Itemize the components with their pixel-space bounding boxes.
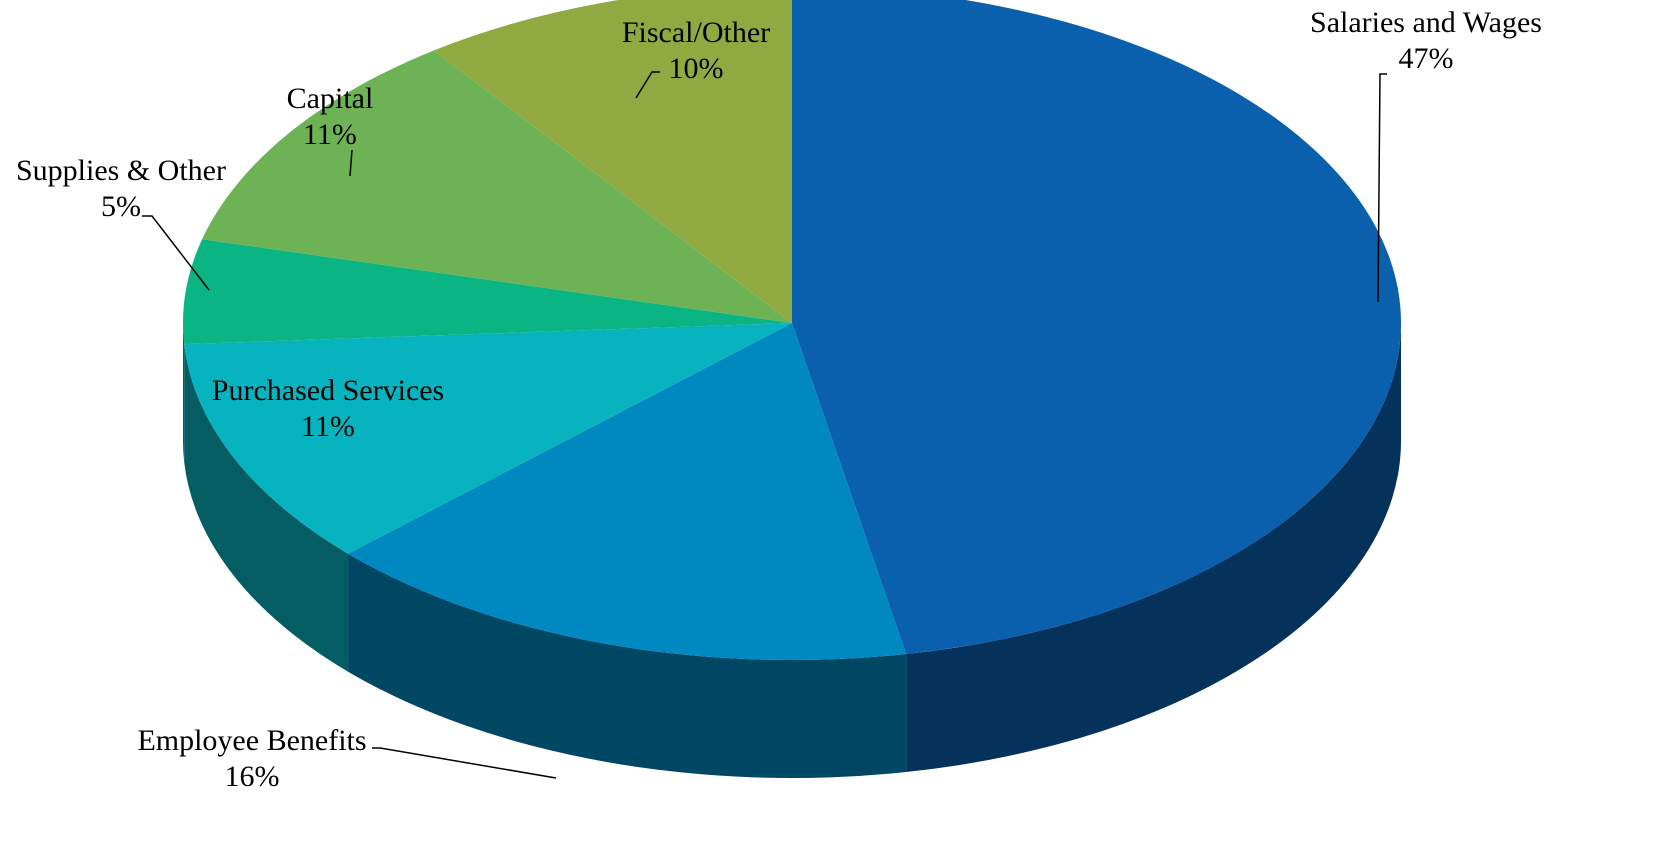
- label-supplies-other-value: 5%: [101, 190, 141, 223]
- leader-line-fiscal-other: [635, 71, 660, 99]
- pie-slice-supplies-other: [183, 239, 793, 345]
- label-employee-benefits-name: Employee Benefits: [137, 724, 366, 757]
- leader-lines: [142, 71, 1387, 779]
- pie-slice-salaries-and-wages: [792, 0, 1401, 655]
- pie-side-purchased-services: [184, 344, 349, 672]
- pie-sides: [183, 323, 1401, 778]
- pie-side-supplies-other: [183, 323, 185, 463]
- label-fiscal-other-name: Fiscal/Other: [622, 16, 770, 49]
- leader-line-capital: [349, 149, 353, 177]
- leader-line-supplies-other: [142, 215, 210, 291]
- label-salaries-and-wages-value: 47%: [1399, 42, 1454, 75]
- pie-side-employee-benefits: [348, 553, 907, 778]
- pie-slice-purchased-services: [184, 323, 792, 554]
- leader-line-salaries-and-wages: [1377, 73, 1387, 303]
- pie-slice-employee-benefits: [348, 323, 907, 660]
- pie-slice-capital: [202, 50, 792, 324]
- pie-tops: [183, 0, 1401, 660]
- label-supplies-other-name: Supplies & Other: [16, 154, 226, 187]
- label-employee-benefits-value: 16%: [225, 760, 280, 793]
- label-purchased-services-name: Purchased Services: [212, 374, 444, 407]
- pie-slice-fiscal-other: [434, 0, 792, 323]
- label-capital-name: Capital: [287, 82, 374, 115]
- label-purchased-services-value: 11%: [301, 410, 355, 443]
- label-salaries-and-wages-name: Salaries and Wages: [1310, 6, 1542, 39]
- pie-side-salaries-and-wages: [906, 323, 1401, 773]
- leader-line-employee-benefits: [372, 747, 557, 779]
- label-capital-value: 11%: [303, 118, 357, 151]
- label-fiscal-other-value: 10%: [669, 52, 724, 85]
